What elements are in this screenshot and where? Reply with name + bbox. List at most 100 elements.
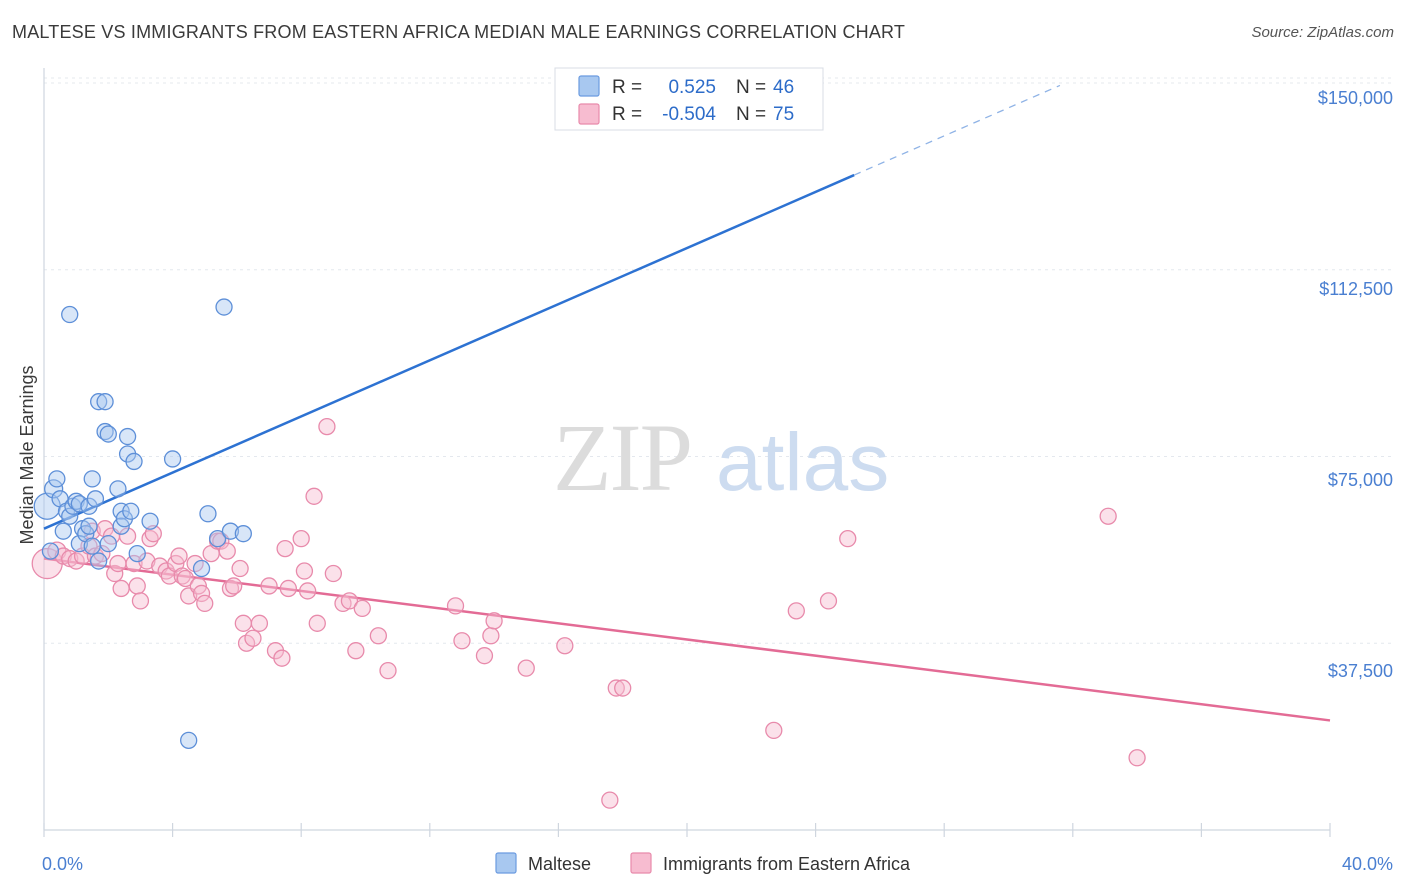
data-point-eastern-africa bbox=[125, 554, 143, 573]
data-point-eastern-africa bbox=[340, 592, 359, 610]
data-point-eastern-africa bbox=[1099, 507, 1117, 525]
series-eastern-africa-points bbox=[31, 417, 1146, 809]
legend-n-value-eastern-africa: 75 bbox=[773, 104, 794, 125]
data-point-eastern-africa bbox=[109, 554, 127, 573]
data-point-eastern-africa bbox=[379, 661, 397, 680]
data-point-eastern-africa bbox=[298, 582, 317, 600]
data-point-eastern-africa bbox=[118, 527, 137, 545]
legend-r-label-eastern-africa: R = bbox=[612, 104, 642, 125]
data-point-eastern-africa bbox=[112, 579, 130, 598]
legend-r-value-maltese: 0.525 bbox=[668, 77, 716, 98]
data-point-maltese bbox=[163, 450, 182, 468]
data-point-eastern-africa bbox=[279, 579, 297, 598]
x-axis-ticks bbox=[43, 823, 1331, 837]
y-tick-label: $75,000 bbox=[1328, 470, 1393, 490]
data-point-eastern-africa bbox=[250, 614, 269, 632]
watermark: ZIP atlas bbox=[553, 404, 889, 511]
y-tick-label: $150,000 bbox=[1318, 88, 1393, 108]
y-tick-labels: $150,000 $112,500 $75,000 $37,500 bbox=[1318, 88, 1393, 681]
data-point-eastern-africa bbox=[607, 679, 625, 697]
data-point-maltese bbox=[90, 552, 108, 570]
data-point-eastern-africa bbox=[353, 599, 371, 618]
data-point-eastern-africa bbox=[453, 632, 471, 650]
data-point-eastern-africa bbox=[1128, 749, 1146, 767]
data-point-maltese bbox=[221, 522, 240, 540]
y-axis-label: Median Male Earnings bbox=[17, 365, 37, 544]
series-legend-label-maltese: Maltese bbox=[528, 854, 591, 874]
data-point-eastern-africa bbox=[295, 562, 314, 580]
data-point-eastern-africa bbox=[765, 721, 783, 740]
series-legend-swatch-maltese bbox=[495, 852, 517, 874]
series-legend: Maltese Immigrants from Eastern Africa bbox=[495, 852, 911, 874]
data-point-eastern-africa bbox=[225, 577, 243, 595]
data-point-eastern-africa bbox=[292, 529, 310, 548]
data-point-eastern-africa bbox=[234, 614, 252, 632]
watermark-zip: ZIP bbox=[553, 404, 691, 511]
data-point-eastern-africa bbox=[131, 592, 150, 610]
data-point-eastern-africa bbox=[244, 629, 262, 647]
data-point-maltese bbox=[90, 393, 108, 411]
data-point-eastern-africa bbox=[347, 642, 365, 660]
data-point-eastern-africa bbox=[231, 559, 249, 578]
data-point-maltese bbox=[70, 534, 89, 553]
data-point-eastern-africa bbox=[170, 547, 188, 565]
data-point-eastern-africa bbox=[260, 577, 278, 595]
x-tick-label-max: 40.0% bbox=[1342, 854, 1393, 874]
data-point-maltese bbox=[234, 525, 252, 543]
correlation-legend: R = 0.525 N = 46 R = -0.504 N = 75 bbox=[554, 67, 824, 131]
data-point-maltese bbox=[83, 470, 101, 488]
data-point-maltese bbox=[180, 731, 198, 750]
data-point-eastern-africa bbox=[192, 584, 211, 603]
data-point-maltese bbox=[125, 452, 143, 471]
data-point-maltese bbox=[99, 534, 117, 553]
data-point-maltese bbox=[118, 427, 137, 446]
trend-line-eastern-africa bbox=[43, 557, 1331, 722]
data-point-maltese bbox=[99, 425, 117, 443]
data-point-maltese bbox=[96, 393, 114, 411]
data-point-eastern-africa bbox=[305, 487, 323, 505]
legend-swatch-maltese bbox=[578, 75, 600, 97]
x-tick-label-min: 0.0% bbox=[42, 854, 83, 874]
legend-n-label-maltese: N = bbox=[736, 77, 766, 98]
data-point-eastern-africa bbox=[446, 597, 465, 615]
data-point-eastern-africa bbox=[324, 564, 343, 583]
data-point-maltese bbox=[192, 559, 211, 578]
data-point-maltese bbox=[48, 470, 66, 488]
legend-n-value-maltese: 46 bbox=[773, 77, 794, 98]
data-point-eastern-africa bbox=[482, 627, 500, 645]
data-point-eastern-africa bbox=[819, 592, 838, 610]
x-tick-labels: 0.0% 40.0% bbox=[42, 854, 1393, 874]
data-point-maltese bbox=[199, 505, 217, 523]
data-point-eastern-africa bbox=[176, 569, 195, 588]
data-point-eastern-africa bbox=[106, 564, 124, 583]
series-maltese-points bbox=[33, 106, 748, 750]
data-point-eastern-africa bbox=[128, 577, 146, 595]
data-point-eastern-africa bbox=[517, 659, 535, 677]
data-point-eastern-africa bbox=[276, 539, 294, 558]
data-point-maltese bbox=[61, 507, 79, 525]
data-point-eastern-africa bbox=[308, 614, 326, 632]
data-point-eastern-africa bbox=[787, 602, 805, 620]
data-point-eastern-africa bbox=[485, 612, 503, 630]
data-point-maltese bbox=[43, 479, 64, 499]
data-point-maltese bbox=[122, 502, 140, 520]
data-point-eastern-africa bbox=[273, 649, 291, 667]
data-point-eastern-africa bbox=[556, 637, 574, 655]
data-point-maltese bbox=[54, 522, 72, 540]
grid-lines bbox=[44, 77, 1395, 644]
data-point-maltese bbox=[80, 517, 98, 535]
data-point-eastern-africa bbox=[369, 627, 388, 645]
data-point-eastern-africa bbox=[218, 542, 236, 560]
legend-swatch-eastern-africa bbox=[578, 103, 600, 125]
series-legend-swatch-eastern-africa bbox=[630, 852, 652, 874]
legend-r-value-eastern-africa: -0.504 bbox=[662, 104, 716, 125]
watermark-atlas: atlas bbox=[716, 417, 889, 508]
data-point-maltese bbox=[61, 305, 79, 324]
trend-line-maltese-extension bbox=[853, 84, 1061, 176]
data-point-maltese bbox=[86, 490, 105, 508]
legend-r-label-maltese: R = bbox=[612, 77, 642, 98]
data-point-eastern-africa bbox=[614, 679, 632, 697]
chart-title: MALTESE VS IMMIGRANTS FROM EASTERN AFRIC… bbox=[12, 22, 906, 42]
chart-source: Source: ZipAtlas.com bbox=[1251, 24, 1394, 41]
